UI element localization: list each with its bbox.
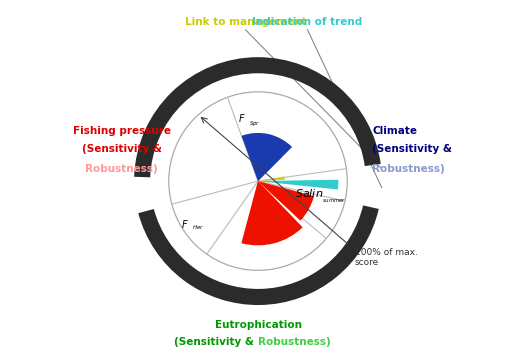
Text: Fishing pressure: Fishing pressure bbox=[73, 126, 171, 136]
Wedge shape bbox=[245, 181, 293, 231]
Text: Robustness): Robustness) bbox=[372, 164, 445, 174]
Wedge shape bbox=[241, 133, 292, 181]
Wedge shape bbox=[241, 181, 302, 245]
Circle shape bbox=[132, 55, 384, 308]
Text: $_{Spr}$: $_{Spr}$ bbox=[249, 120, 260, 129]
Wedge shape bbox=[247, 147, 282, 181]
Text: $_{Her}$: $_{Her}$ bbox=[191, 223, 204, 232]
Text: (Sensitivity &: (Sensitivity & bbox=[372, 144, 452, 154]
Text: Robustness): Robustness) bbox=[258, 337, 331, 347]
Wedge shape bbox=[134, 57, 258, 177]
Wedge shape bbox=[258, 181, 295, 207]
Text: (Sensitivity &: (Sensitivity & bbox=[174, 337, 258, 347]
Text: (Sensitivity &: (Sensitivity & bbox=[82, 144, 162, 154]
Text: $F$: $F$ bbox=[238, 112, 246, 124]
Wedge shape bbox=[258, 180, 338, 189]
Text: 100% of max.
score: 100% of max. score bbox=[354, 248, 417, 267]
Text: $Salin$: $Salin$ bbox=[295, 188, 324, 199]
Text: Climate: Climate bbox=[372, 126, 417, 136]
Text: $_{summer}$: $_{summer}$ bbox=[322, 197, 347, 205]
Wedge shape bbox=[258, 177, 285, 181]
Text: Robustness): Robustness) bbox=[85, 164, 158, 174]
Wedge shape bbox=[258, 57, 381, 166]
Text: $F$: $F$ bbox=[181, 218, 189, 230]
Text: Indication of trend: Indication of trend bbox=[252, 17, 363, 27]
Text: Eutrophication: Eutrophication bbox=[215, 320, 301, 330]
Wedge shape bbox=[138, 205, 379, 305]
Text: Link to management: Link to management bbox=[185, 17, 307, 27]
Wedge shape bbox=[258, 181, 314, 221]
